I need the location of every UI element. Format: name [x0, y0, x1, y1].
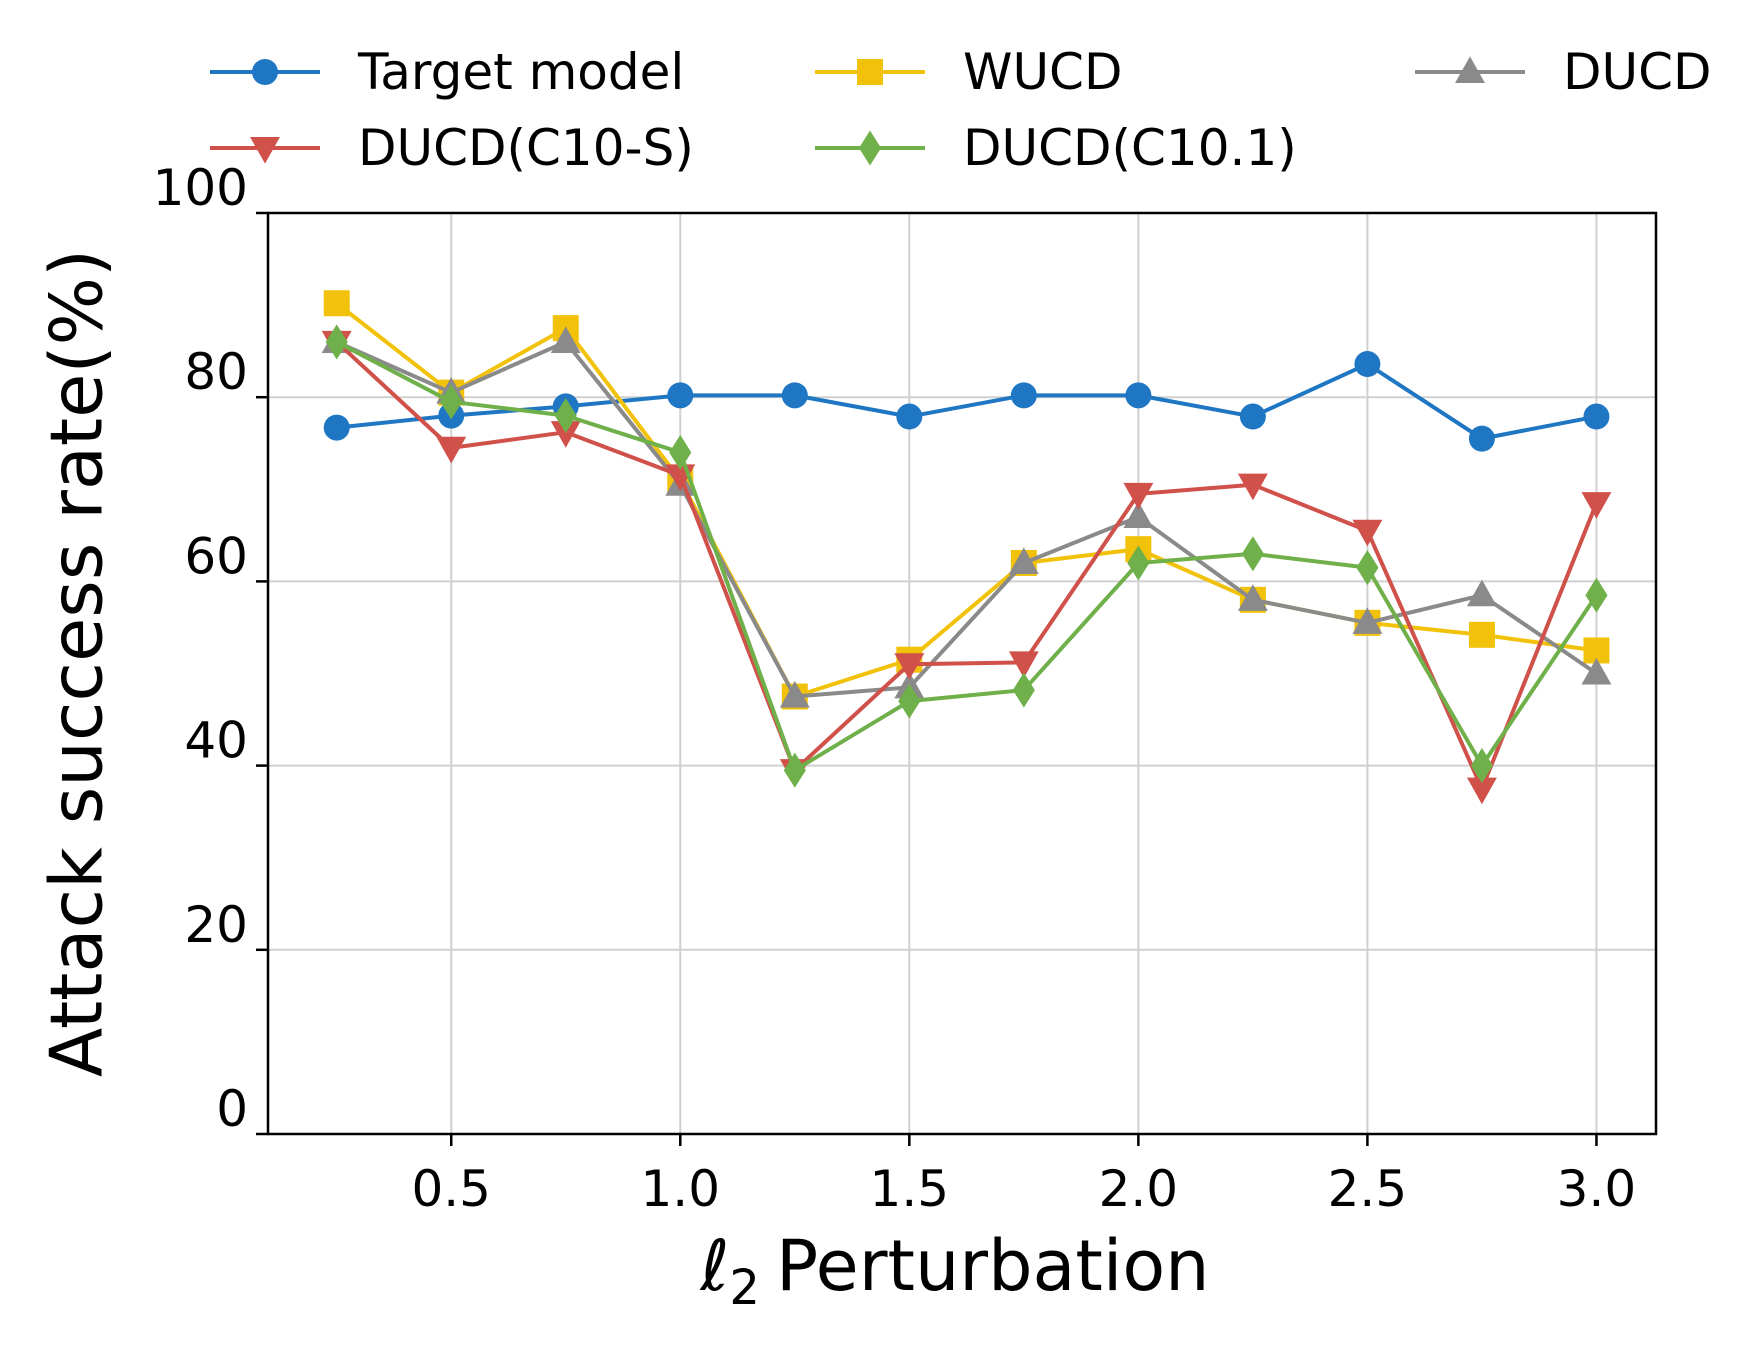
data-point-ducd-c10-s — [1237, 473, 1268, 501]
series-ducd-c10-s — [321, 330, 1612, 805]
legend-label: WUCD — [963, 43, 1122, 101]
legend-label: DUCD — [1563, 43, 1712, 101]
y-axis-title: Attack success rate(%) — [35, 249, 119, 1077]
data-point-target-model — [667, 382, 694, 409]
legend-item-wucd: WUCD — [815, 43, 1122, 101]
series-layer — [321, 290, 1612, 805]
data-point-wucd — [1468, 621, 1495, 648]
data-point-target-model — [1125, 382, 1152, 409]
x-axis-title-text: Perturbation — [776, 1225, 1210, 1307]
data-point-ducd-c10-s — [1352, 519, 1383, 547]
legend: Target model WUCD DUCD DUCD(C10-S) DUCD(C10.… — [210, 43, 1712, 177]
data-point-ducd-c10-1 — [554, 398, 577, 434]
data-point-ducd — [1352, 607, 1383, 634]
data-point-target-model — [896, 403, 923, 430]
data-point-target-model — [1239, 403, 1266, 430]
legend-marker — [250, 136, 280, 164]
legend-item-ducd: DUCD — [1415, 43, 1712, 101]
series-target-model — [323, 351, 1610, 452]
legend-label: DUCD(C10-S) — [358, 119, 694, 177]
series-ducd — [321, 326, 1612, 708]
legend-marker — [252, 59, 278, 85]
data-point-ducd-c10-s — [1466, 777, 1497, 805]
data-point-ducd-c10-s — [894, 653, 925, 680]
data-point-ducd — [1008, 547, 1039, 575]
data-point-target-model — [1583, 403, 1610, 430]
data-point-target-model — [323, 414, 350, 441]
x-tick-label: 1.5 — [870, 1160, 950, 1218]
series-line-ducd-c10-s — [335, 340, 1599, 791]
data-point-ducd-c10-1 — [1127, 545, 1150, 581]
legend-item-target-model: Target model — [210, 43, 684, 101]
data-point-ducd-c10-1 — [669, 434, 692, 471]
series-line-ducd-c10-1 — [335, 340, 1599, 773]
data-point-ducd — [1581, 657, 1612, 685]
axis-ticks: 0.5 1.0 1.5 2.0 2.5 3.0 0 20 40 60 80 100 — [153, 159, 1637, 1218]
data-point-ducd-c10-1 — [440, 384, 463, 420]
data-point-ducd-c10-1 — [1012, 672, 1035, 708]
x-axis-title: ℓ2 Perturbation — [699, 1225, 1209, 1316]
data-point-ducd-c10-1 — [1241, 536, 1264, 572]
y-tick-label: 40 — [184, 712, 248, 770]
legend-item-ducd-c10-1: DUCD(C10.1) — [815, 119, 1297, 177]
data-point-ducd — [779, 680, 810, 708]
y-tick-label: 100 — [153, 159, 248, 217]
data-point-ducd-c10-s — [1581, 492, 1612, 519]
x-tick-label: 3.0 — [1557, 1160, 1637, 1218]
grid — [268, 213, 1656, 1134]
series-line-target-model — [336, 362, 1597, 441]
data-point-target-model — [1468, 425, 1495, 452]
data-point-ducd-c10-1 — [325, 324, 348, 360]
x-tick-label: 2.5 — [1328, 1160, 1408, 1218]
series-ducd-c10-1 — [325, 324, 1608, 788]
series-line-ducd — [335, 339, 1598, 699]
y-tick-label: 60 — [184, 527, 248, 585]
data-point-ducd-c10-1 — [1585, 577, 1608, 613]
data-point-target-model — [1010, 382, 1037, 409]
legend-marker — [857, 59, 883, 85]
x-axis-title-symbol: ℓ — [699, 1225, 729, 1307]
legend-marker — [1455, 56, 1485, 84]
plot-frame — [266, 211, 1658, 1136]
data-point-target-model — [781, 382, 808, 409]
data-point-ducd — [1123, 501, 1154, 528]
data-point-ducd — [550, 326, 581, 353]
x-tick-label: 1.0 — [641, 1160, 721, 1218]
series-wucd — [323, 290, 1610, 710]
legend-marker — [858, 130, 882, 166]
data-point-wucd — [323, 290, 350, 317]
data-point-ducd-c10-s — [550, 421, 581, 448]
x-axis-title-subscript: 2 — [729, 1260, 760, 1316]
legend-item-ducd-c10-s: DUCD(C10-S) — [210, 119, 694, 177]
data-point-ducd-c10-1 — [1470, 748, 1493, 784]
data-point-ducd-c10-s — [1008, 651, 1039, 679]
legend-label: Target model — [357, 43, 684, 101]
data-point-ducd — [1466, 579, 1497, 607]
data-point-ducd-c10-1 — [1356, 550, 1379, 586]
legend-label: DUCD(C10.1) — [963, 119, 1297, 177]
data-point-ducd-c10-1 — [783, 752, 806, 788]
x-tick-label: 2.0 — [1099, 1160, 1179, 1218]
y-tick-label: 20 — [184, 896, 248, 954]
data-point-ducd-c10-s — [1123, 482, 1154, 510]
data-point-ducd — [1237, 584, 1268, 611]
y-tick-label: 0 — [216, 1080, 248, 1138]
x-tick-label: 0.5 — [411, 1160, 491, 1218]
y-tick-label: 80 — [184, 343, 248, 401]
data-point-ducd-c10-s — [436, 436, 467, 464]
data-point-ducd-c10-1 — [898, 683, 921, 719]
data-point-target-model — [1354, 351, 1381, 378]
series-line-wucd — [335, 301, 1597, 699]
